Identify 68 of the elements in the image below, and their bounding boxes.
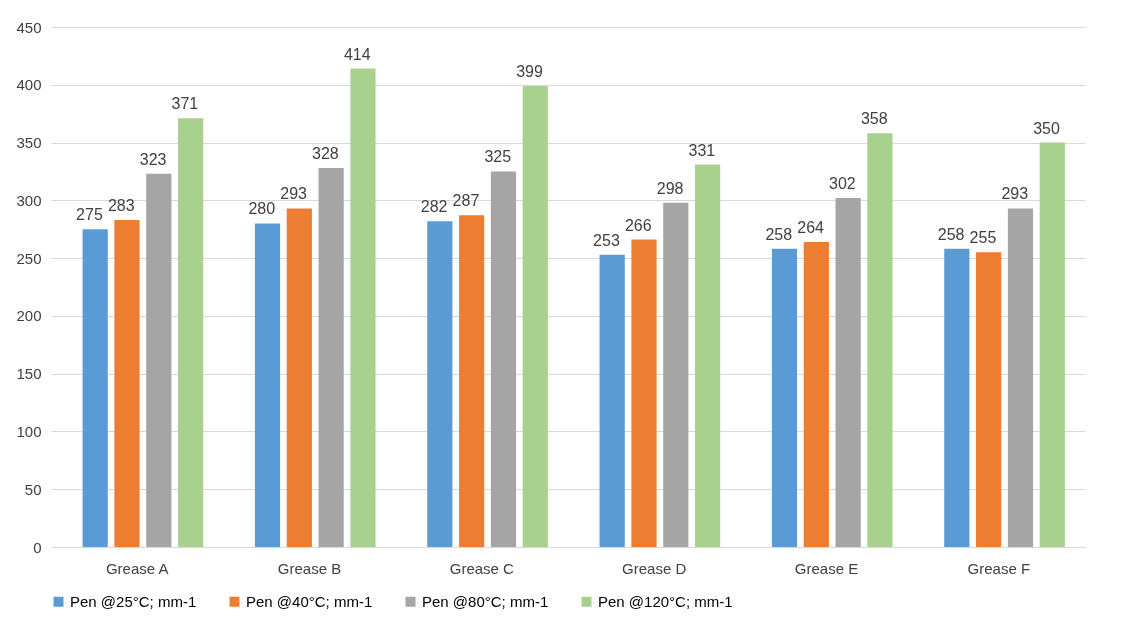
bar: [599, 254, 625, 547]
bar: [459, 215, 485, 547]
data-label: 331: [688, 141, 716, 159]
legend-label: Pen @120°C; mm-1: [598, 592, 733, 610]
y-tick-label: 200: [16, 307, 42, 325]
x-tick-label: Grease D: [622, 559, 687, 577]
x-tick-label: Grease A: [105, 559, 169, 577]
bar: [803, 241, 829, 547]
data-label: 414: [343, 45, 371, 63]
bar: [254, 223, 281, 547]
y-tick-label: 400: [16, 76, 42, 94]
legend-label: Pen @25°C; mm-1: [70, 592, 197, 610]
data-label: 293: [1001, 185, 1029, 203]
bar: [82, 229, 108, 547]
data-label: 287: [452, 192, 480, 210]
data-label: 253: [593, 231, 620, 249]
y-tick-label: 350: [16, 134, 42, 152]
x-tick-label: Grease E: [794, 559, 859, 577]
bar: [631, 239, 657, 547]
data-label: 328: [312, 144, 339, 162]
data-label: 325: [484, 148, 512, 166]
data-label: 302: [829, 175, 856, 193]
data-label: 264: [797, 218, 825, 236]
bar: [835, 198, 861, 547]
y-tick-label: 300: [16, 191, 42, 209]
x-tick-label: Grease C: [449, 559, 515, 577]
data-label: 258: [765, 225, 793, 243]
bar: [490, 171, 517, 547]
data-label: 283: [107, 196, 135, 214]
bar: [771, 248, 798, 547]
y-tick-label: 100: [16, 422, 42, 440]
bar: [146, 173, 172, 547]
bar: [350, 68, 376, 547]
bar: [522, 85, 548, 547]
data-label: 298: [656, 179, 684, 197]
bar: [178, 118, 204, 547]
bar: [318, 167, 344, 547]
x-tick-label: Grease B: [277, 559, 342, 577]
y-tick-label: 0: [33, 538, 42, 556]
y-tick-label: 50: [24, 480, 42, 498]
data-label: 266: [624, 216, 652, 234]
y-tick-label: 450: [16, 18, 42, 36]
bar: [695, 164, 721, 547]
data-label: 258: [937, 225, 965, 243]
bar: [1007, 208, 1034, 547]
legend-label: Pen @40°C; mm-1: [246, 592, 373, 610]
bar: [114, 219, 140, 547]
data-label: 275: [76, 206, 103, 224]
data-label: 282: [420, 198, 448, 216]
data-label: 350: [1033, 119, 1060, 137]
legend-label: Pen @80°C; mm-1: [422, 592, 549, 610]
data-label: 293: [280, 185, 308, 203]
bar: [1039, 142, 1065, 547]
data-label: 323: [139, 150, 167, 168]
data-label: 399: [516, 62, 543, 80]
bar: [867, 133, 893, 547]
data-label: 255: [969, 229, 997, 247]
y-tick-label: 150: [16, 365, 42, 383]
bar: [944, 248, 970, 547]
bar: [427, 221, 453, 547]
data-label: 280: [248, 200, 276, 218]
data-label: 371: [171, 95, 199, 113]
bar: [976, 252, 1002, 547]
data-label: 358: [860, 110, 888, 128]
y-tick-label: 250: [16, 249, 42, 267]
x-tick-label: Grease F: [967, 559, 1031, 577]
bar: [663, 202, 689, 547]
bar: [286, 208, 312, 547]
